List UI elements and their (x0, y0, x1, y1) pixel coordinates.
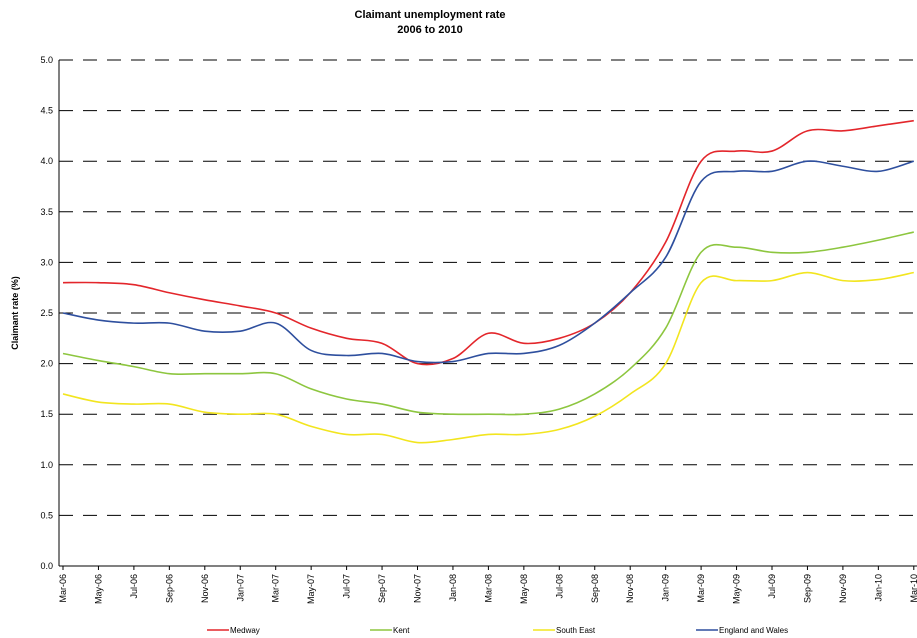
x-tick-label: May-09 (732, 574, 742, 604)
line (62, 160, 915, 364)
y-tick-label: 3.0 (40, 257, 53, 267)
x-tick-label: Jan-09 (661, 574, 671, 602)
y-tick-label: 1.5 (40, 409, 53, 419)
x-tick-label: May-08 (519, 574, 529, 604)
x-tick-label: Mar-08 (483, 574, 493, 603)
y-tick-label: 2.0 (40, 359, 53, 369)
y-tick-label: 4.5 (40, 106, 53, 116)
y-tick-label: 5.0 (40, 55, 53, 65)
legend-label: England and Wales (719, 626, 788, 635)
y-tick-label: 4.0 (40, 156, 53, 166)
legend-label: South East (556, 626, 596, 635)
x-tick-label: Nov-08 (625, 574, 635, 603)
line (62, 119, 914, 366)
y-tick-label: 1.0 (40, 460, 53, 470)
x-tick-label: Mar-09 (696, 574, 706, 603)
y-tick-label: 0.0 (40, 561, 53, 571)
x-tick-label: Jul-08 (554, 574, 564, 599)
chart-subtitle: 2006 to 2010 (397, 24, 462, 36)
x-tick-label: Mar-10 (909, 574, 917, 603)
x-tick-label: May-06 (93, 574, 103, 604)
y-tick-label: 2.5 (40, 308, 53, 318)
x-tick-label: Sep-07 (377, 574, 387, 603)
x-tick-label: May-07 (306, 574, 316, 604)
line (62, 271, 914, 444)
y-axis-label: Claimant rate (%) (10, 276, 20, 350)
x-tick-label: Sep-08 (590, 574, 600, 603)
x-tick-label: Jul-06 (129, 574, 139, 599)
x-tick-label: Nov-07 (413, 574, 423, 603)
line (62, 231, 914, 416)
legend-label: Kent (393, 626, 410, 635)
x-tick-label: Mar-07 (271, 574, 281, 603)
x-tick-label: Nov-09 (838, 574, 848, 603)
x-tick-label: Nov-06 (200, 574, 210, 603)
y-tick-label: 3.5 (40, 207, 53, 217)
x-tick-label: Jul-07 (342, 574, 352, 599)
legend-label: Medway (230, 626, 260, 635)
x-tick-label: Mar-06 (58, 574, 68, 603)
x-tick-label: Jan-07 (235, 574, 245, 602)
x-tick-label: Jul-09 (767, 574, 777, 599)
x-tick-label: Jan-10 (873, 574, 883, 602)
x-tick-label: Sep-09 (802, 574, 812, 603)
y-tick-label: 0.5 (40, 510, 53, 520)
chart-title: Claimant unemployment rate (355, 9, 506, 21)
x-tick-label: Jan-08 (448, 574, 458, 602)
x-tick-label: Sep-06 (164, 574, 174, 603)
